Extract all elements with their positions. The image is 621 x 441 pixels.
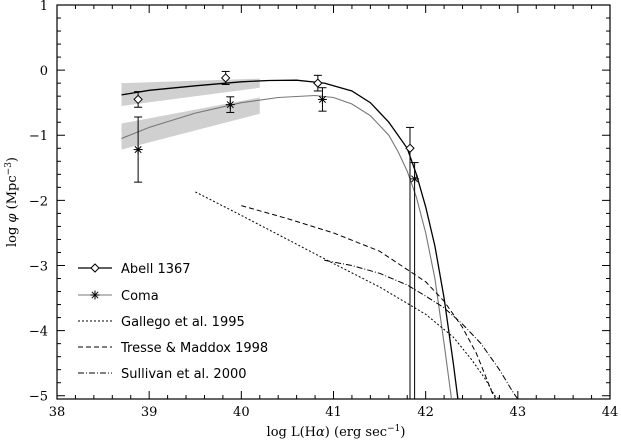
- confidence-band: [121, 78, 260, 106]
- asterisk-marker-stroke: [318, 95, 326, 103]
- plot-frame: [56, 4, 611, 400]
- x-tick-label: 43: [510, 405, 527, 420]
- y-tick-label: −3: [29, 259, 48, 274]
- x-tick-label: 41: [325, 405, 342, 420]
- series-line: [121, 94, 453, 400]
- y-tick-label: 1: [40, 0, 48, 14]
- y-tick-label: −5: [29, 390, 48, 405]
- y-tick-label: 0: [40, 64, 48, 79]
- diamond-marker: [220, 73, 231, 83]
- series-points: [133, 70, 420, 399]
- diamond-marker: [405, 143, 415, 153]
- legend-label: Abell 1367: [121, 262, 191, 277]
- asterisk-marker-stroke: [134, 146, 142, 154]
- x-tick-label: 40: [233, 405, 250, 420]
- diamond-marker: [90, 263, 100, 273]
- diamond-marker: [133, 94, 143, 105]
- y-tick-label: −2: [29, 194, 48, 209]
- legend-label: Sullivan et al. 2000: [121, 367, 247, 382]
- x-tick-label: 38: [49, 405, 66, 420]
- confidence-band: [121, 97, 260, 150]
- confidence-bands: [121, 78, 260, 150]
- series-line: [241, 205, 497, 400]
- diamond-marker: [313, 78, 323, 88]
- x-tick-label: 42: [417, 405, 434, 420]
- asterisk-marker-stroke: [411, 175, 419, 183]
- x-axis-title: log L(Hα) (erg sec−1): [267, 424, 406, 440]
- legend-label: Gallego et al. 1995: [121, 315, 245, 330]
- y-tick-label: −4: [29, 325, 48, 340]
- x-tick-label: 44: [602, 405, 619, 420]
- legend-label: Tresse & Maddox 1998: [120, 341, 268, 356]
- axis-ticks: 38 39 40 41 42 43 44 1 0 −1 −2 −3 −4 −5: [29, 0, 618, 420]
- asterisk-marker-stroke: [226, 101, 234, 109]
- series-line: [324, 259, 519, 400]
- legend: Abell 1367 Coma Gallego et al. 1995 Tresse …: [78, 262, 268, 382]
- asterisk-marker-stroke: [91, 291, 99, 299]
- y-axis-title: log φ (Mpc−3): [4, 157, 20, 247]
- x-tick-label: 39: [141, 405, 158, 420]
- y-tick-label: −1: [29, 129, 48, 144]
- legend-label: Coma: [121, 289, 159, 304]
